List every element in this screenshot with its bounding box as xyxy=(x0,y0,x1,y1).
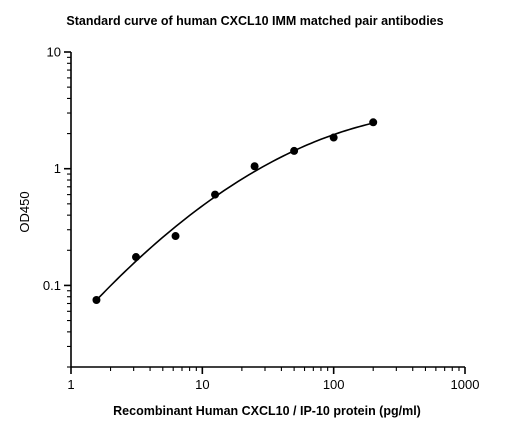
y-tick-label: 0.1 xyxy=(43,278,61,293)
data-point xyxy=(369,118,378,127)
y-axis-label: OD450 xyxy=(17,191,32,232)
data-point xyxy=(329,133,338,142)
data-point xyxy=(171,232,180,241)
data-point xyxy=(250,162,259,171)
fit-curve-group xyxy=(95,122,374,301)
fit-curve xyxy=(95,122,374,301)
y-tick-label: 1 xyxy=(54,161,61,176)
chart-title: Standard curve of human CXCL10 IMM match… xyxy=(66,14,443,28)
data-points xyxy=(92,118,378,305)
x-tick-label: 1000 xyxy=(451,377,480,392)
x-axis-ticks: 1 10 100 1000 xyxy=(67,367,479,392)
data-point xyxy=(211,190,220,199)
x-axis-label: Recombinant Human CXCL10 / IP-10 protein… xyxy=(113,404,421,418)
x-tick-label: 100 xyxy=(323,377,345,392)
axes xyxy=(70,52,465,368)
y-tick-label: 10 xyxy=(47,45,61,60)
y-axis-ticks: 0.1 1 10 xyxy=(43,45,71,368)
data-point xyxy=(92,296,101,305)
data-point xyxy=(290,146,299,155)
x-tick-label: 1 xyxy=(67,377,74,392)
data-point xyxy=(131,253,140,262)
x-tick-label: 10 xyxy=(195,377,209,392)
